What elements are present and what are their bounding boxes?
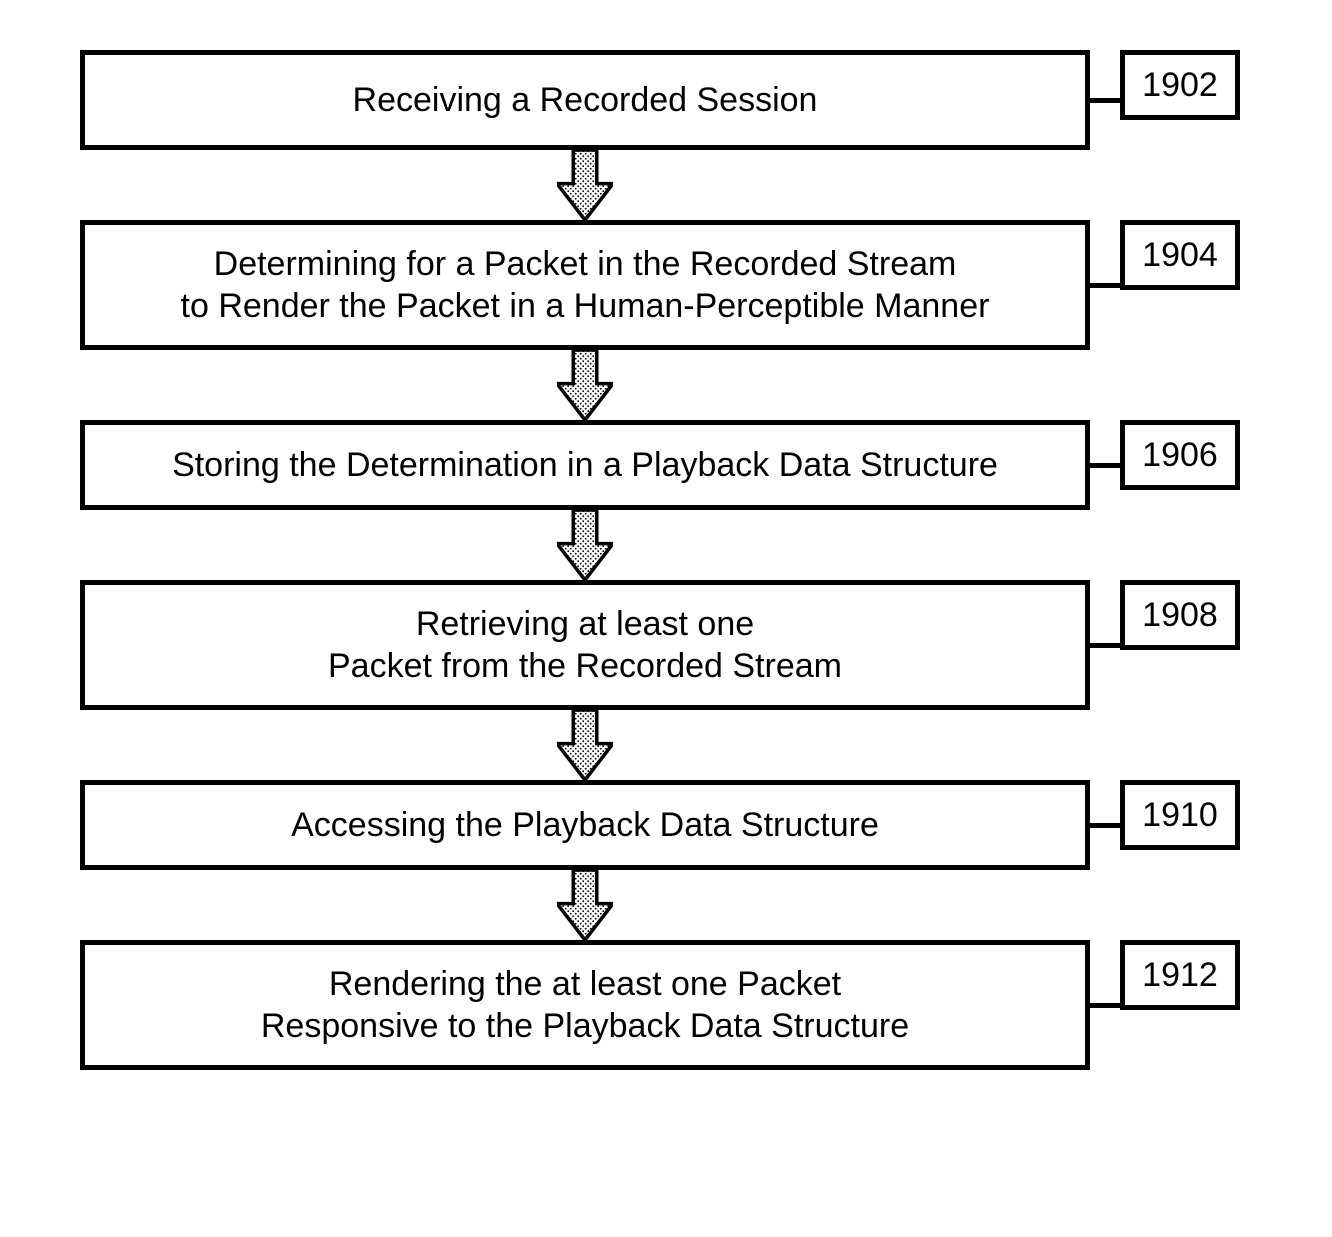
arrow-container (80, 510, 1090, 580)
flowchart-row: Retrieving at least onePacket from the R… (80, 580, 1260, 710)
connector-line (1090, 98, 1120, 103)
arrow-container (80, 870, 1090, 940)
step-box: Receiving a Recorded Session (80, 50, 1090, 150)
step-box: Storing the Determination in a Playback … (80, 420, 1090, 510)
step-label: Rendering the at least one PacketRespons… (261, 963, 909, 1048)
connector-line (1090, 463, 1120, 468)
step-label: Receiving a Recorded Session (353, 79, 818, 122)
reference-number: 1910 (1142, 796, 1218, 835)
reference-number-box: 1910 (1120, 780, 1240, 850)
reference-number: 1906 (1142, 436, 1218, 475)
down-arrow-icon (557, 150, 613, 220)
step-label: Storing the Determination in a Playback … (172, 444, 998, 487)
step-box: Determining for a Packet in the Recorded… (80, 220, 1090, 350)
reference-number-box: 1912 (1120, 940, 1240, 1010)
flowchart-row: Determining for a Packet in the Recorded… (80, 220, 1260, 350)
connector-line (1090, 283, 1120, 288)
step-label: Retrieving at least onePacket from the R… (328, 603, 842, 688)
step-box: Retrieving at least onePacket from the R… (80, 580, 1090, 710)
connector-line (1090, 823, 1120, 828)
flowchart-container: Receiving a Recorded Session 1902 Determi… (80, 50, 1260, 1070)
reference-number: 1912 (1142, 956, 1218, 995)
flowchart-row: Receiving a Recorded Session 1902 (80, 50, 1260, 150)
step-label: Determining for a Packet in the Recorded… (181, 243, 990, 328)
reference-number-box: 1904 (1120, 220, 1240, 290)
connector-line (1090, 643, 1120, 648)
down-arrow-icon (557, 350, 613, 420)
down-arrow-icon (557, 510, 613, 580)
flowchart-row: Storing the Determination in a Playback … (80, 420, 1260, 510)
reference-number-box: 1906 (1120, 420, 1240, 490)
down-arrow-icon (557, 870, 613, 940)
arrow-container (80, 150, 1090, 220)
reference-number: 1908 (1142, 596, 1218, 635)
connector-line (1090, 1003, 1120, 1008)
step-box: Rendering the at least one PacketRespons… (80, 940, 1090, 1070)
flowchart-row: Accessing the Playback Data Structure 191… (80, 780, 1260, 870)
arrow-container (80, 350, 1090, 420)
reference-number: 1904 (1142, 236, 1218, 275)
down-arrow-icon (557, 710, 613, 780)
step-label: Accessing the Playback Data Structure (291, 804, 879, 847)
arrow-container (80, 710, 1090, 780)
reference-number-box: 1908 (1120, 580, 1240, 650)
reference-number-box: 1902 (1120, 50, 1240, 120)
step-box: Accessing the Playback Data Structure (80, 780, 1090, 870)
reference-number: 1902 (1142, 66, 1218, 105)
flowchart-row: Rendering the at least one PacketRespons… (80, 940, 1260, 1070)
